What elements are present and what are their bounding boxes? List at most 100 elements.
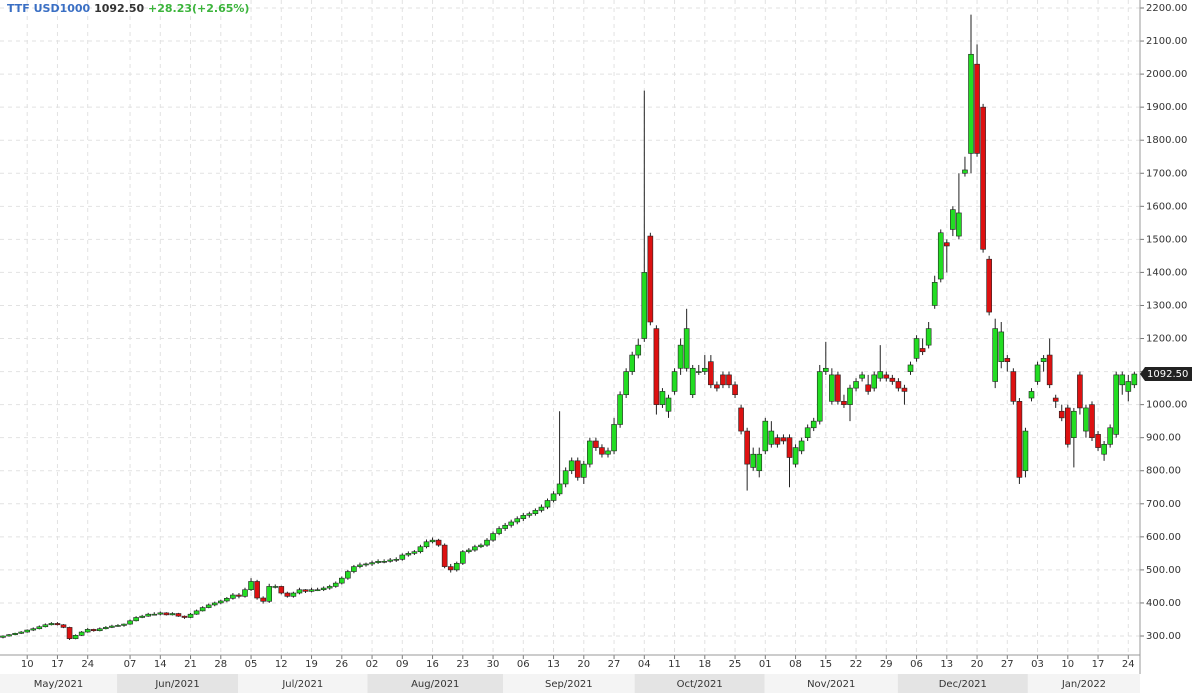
month-label: Dec/2021 — [939, 679, 987, 690]
candle-body — [1125, 381, 1132, 392]
candle-body — [478, 544, 484, 548]
month-label: Nov/2021 — [807, 679, 855, 690]
candle-body — [72, 635, 79, 639]
y-tick-label: 800.00 — [1146, 466, 1181, 477]
candle-body — [224, 598, 230, 602]
candle-body — [786, 437, 793, 458]
candle-body — [720, 374, 726, 386]
candle-body — [1028, 391, 1035, 399]
candle-body — [677, 344, 684, 369]
candle-body — [453, 562, 460, 571]
candle-body — [1052, 397, 1059, 402]
month-label: May/2021 — [34, 679, 84, 690]
candle-body — [169, 613, 176, 616]
candle-body — [345, 571, 351, 579]
candle-body — [375, 561, 381, 563]
candle-body — [986, 258, 992, 313]
y-tick-label: 1300.00 — [1146, 300, 1187, 311]
month-label: Jul/2021 — [281, 679, 323, 690]
month-label: Aug/2021 — [411, 679, 459, 690]
candle-body — [248, 581, 254, 591]
y-tick-label: 1500.00 — [1146, 234, 1187, 245]
x-tick-label: 01 — [759, 659, 772, 670]
candle-body — [151, 613, 158, 616]
x-tick-label: 11 — [668, 659, 681, 670]
x-tick-label: 25 — [729, 659, 742, 670]
x-tick-label: 08 — [789, 659, 802, 670]
candle-body — [1040, 358, 1047, 362]
change: +28.23(+2.65%) — [148, 2, 249, 15]
candle-body — [133, 617, 139, 622]
candle-body — [78, 631, 85, 636]
month-band — [897, 674, 1028, 693]
candle-body — [943, 242, 950, 247]
candle-body — [665, 397, 672, 412]
x-tick-label: 04 — [638, 659, 651, 670]
candle-body — [714, 384, 720, 389]
candle-body — [907, 364, 914, 372]
month-band — [1027, 674, 1140, 693]
candle-body — [260, 597, 266, 602]
candle-body — [822, 367, 829, 372]
candle-body — [562, 470, 569, 485]
last-price-marker — [1140, 367, 1192, 382]
y-tick-label: 1200.00 — [1146, 334, 1187, 345]
x-tick-label: 06 — [517, 659, 530, 670]
candle-body — [423, 541, 430, 548]
candle-body — [623, 371, 629, 396]
candle-body — [780, 437, 787, 442]
y-tick-label: 600.00 — [1146, 532, 1181, 543]
candle-body — [357, 564, 363, 567]
y-tick-label: 900.00 — [1146, 433, 1181, 444]
x-tick-label: 02 — [366, 659, 379, 670]
candle-body — [399, 554, 406, 560]
candle-body — [768, 430, 775, 445]
month-label: Jun/2021 — [154, 679, 199, 690]
x-tick-label: 21 — [184, 659, 197, 670]
candle-body — [484, 539, 490, 546]
x-tick-label: 13 — [940, 659, 953, 670]
candle-body — [810, 420, 817, 429]
month-label: Sep/2021 — [545, 679, 593, 690]
candle-body — [1077, 374, 1083, 409]
month-band — [764, 674, 898, 693]
candle-body — [1022, 430, 1029, 472]
candle-body — [363, 563, 369, 566]
candle-body — [587, 440, 593, 465]
candle-body — [526, 513, 533, 516]
candle-body — [181, 615, 188, 618]
candle-body — [732, 384, 738, 396]
candle-body — [242, 589, 248, 597]
candle-body — [1065, 407, 1071, 445]
candle-body — [968, 53, 974, 154]
candle-body — [502, 524, 508, 529]
candle-body — [1131, 373, 1138, 386]
candle-body — [756, 453, 763, 472]
candle-body — [629, 354, 636, 372]
candle-body — [1119, 374, 1126, 386]
candle-body — [538, 506, 545, 511]
candle-body — [459, 551, 466, 564]
candle-body — [411, 551, 418, 554]
candle-body — [605, 450, 611, 455]
candle-body — [508, 521, 515, 526]
last-price-label: 1092.50 — [1147, 369, 1188, 380]
y-tick-label: 300.00 — [1146, 631, 1181, 642]
candle-body — [1107, 427, 1113, 445]
candle-body — [689, 367, 696, 396]
candle-body — [574, 460, 581, 478]
x-tick-label: 28 — [214, 659, 227, 670]
candle-body — [835, 374, 841, 402]
month-band — [634, 674, 765, 693]
candle-body — [30, 628, 37, 631]
candle-body — [429, 539, 436, 543]
candle-body — [163, 612, 170, 616]
y-tick-label: 1700.00 — [1146, 168, 1187, 179]
candle-body — [653, 328, 660, 405]
candle-body — [659, 391, 666, 405]
candle-body — [841, 401, 847, 405]
candle-body — [1095, 434, 1101, 448]
candle-body — [254, 581, 260, 599]
candle-body — [599, 447, 605, 455]
candle-body — [1034, 364, 1041, 382]
